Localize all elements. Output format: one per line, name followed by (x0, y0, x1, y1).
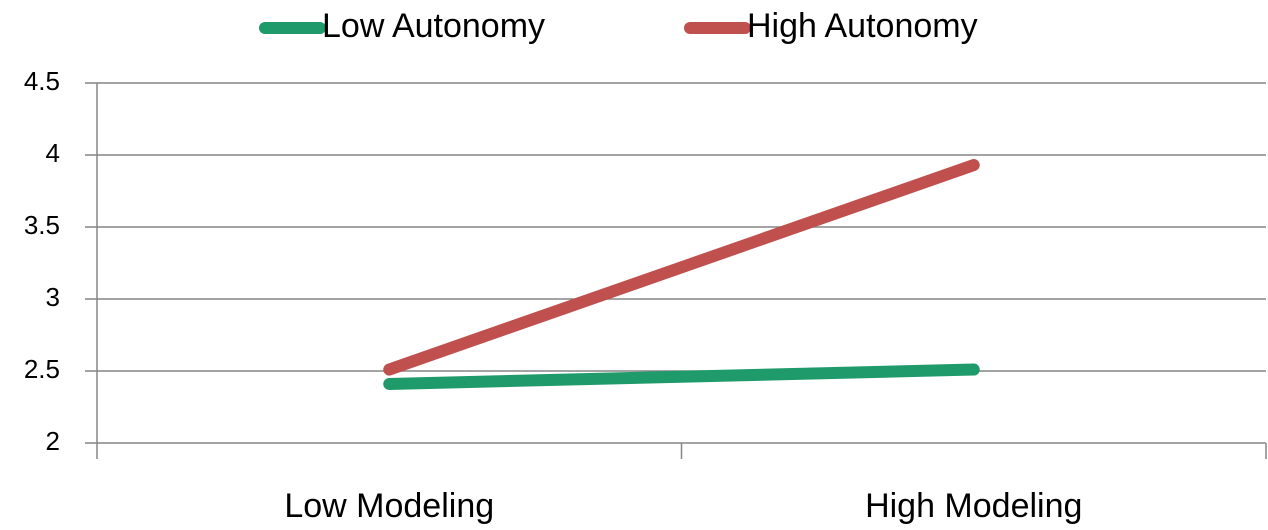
y-tick-label: 2.5 (24, 354, 60, 384)
y-tick-label: 4.5 (24, 66, 60, 96)
y-tick-label: 3 (46, 282, 60, 312)
x-tick-label: Low Modeling (284, 487, 494, 525)
y-tick-label: 2 (46, 426, 60, 456)
y-tick-label: 4 (46, 138, 60, 168)
legend-label: High Autonomy (747, 7, 978, 45)
y-tick-label: 3.5 (24, 210, 60, 240)
series-line (383, 363, 980, 390)
x-tick-label: High Modeling (865, 487, 1082, 525)
legend-label: Low Autonomy (322, 7, 545, 45)
series-line (383, 159, 980, 376)
